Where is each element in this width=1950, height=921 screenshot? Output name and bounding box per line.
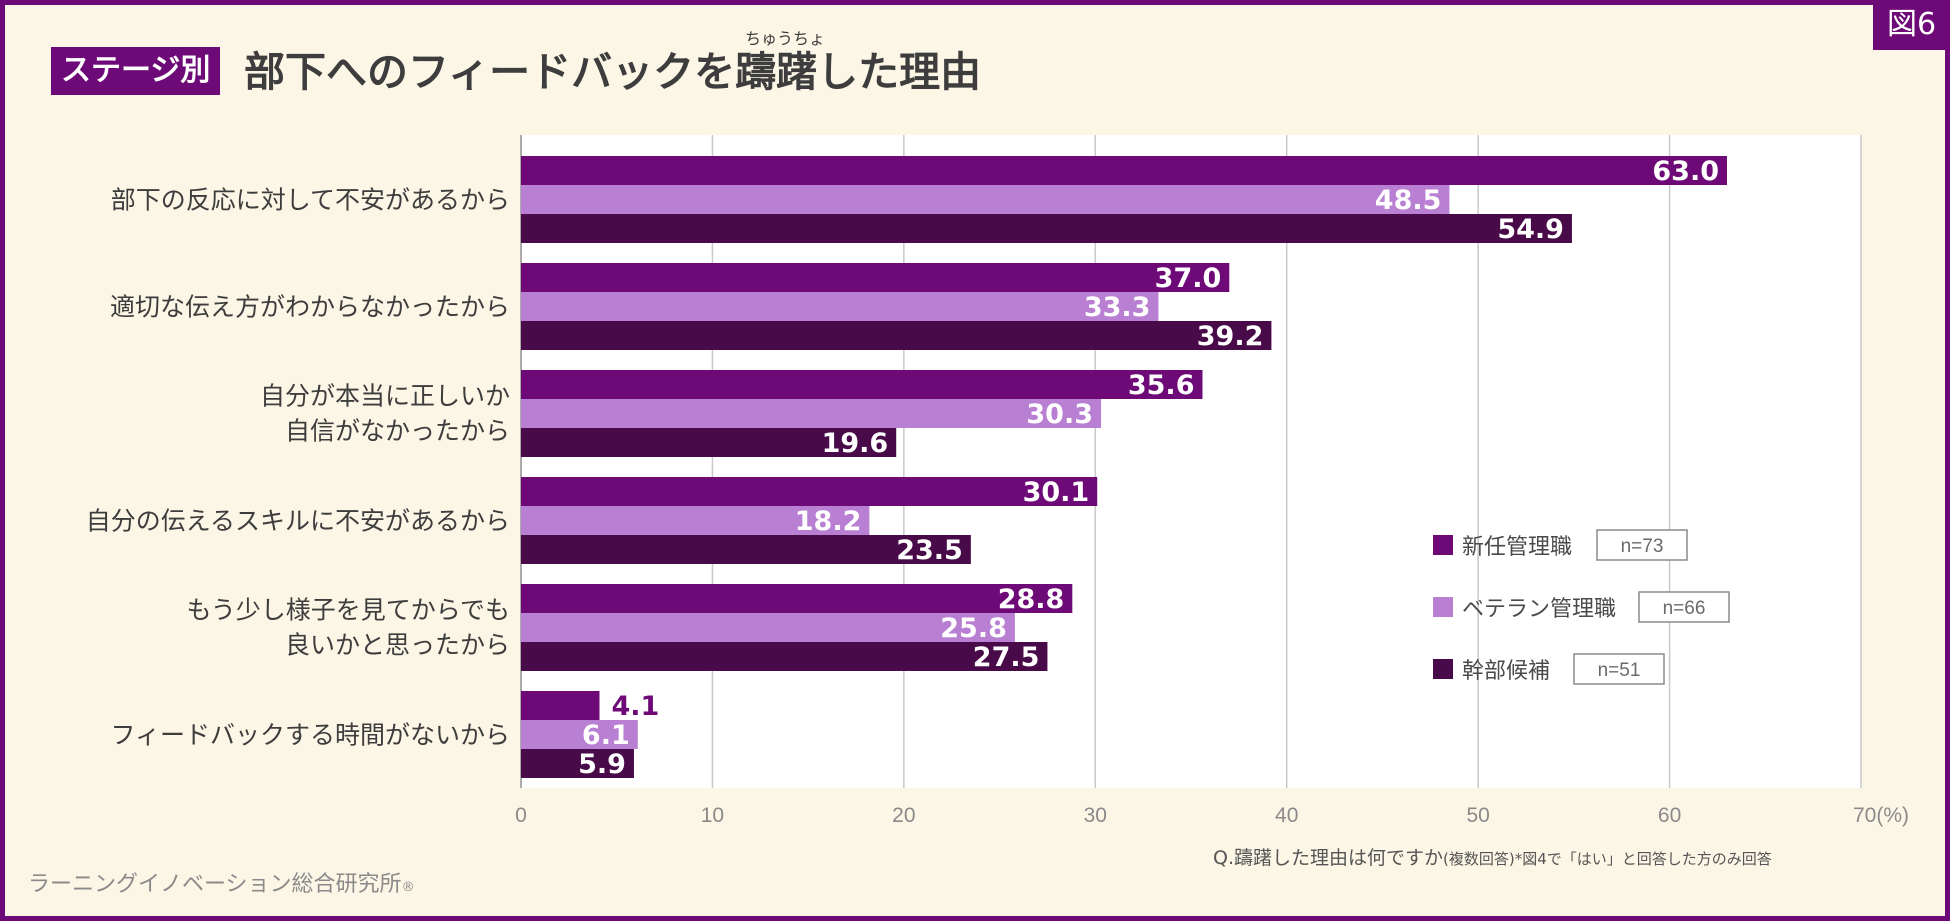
data-label: 30.1 [1023, 477, 1090, 508]
x-tick-label: 20 [892, 804, 915, 827]
bar-3 [521, 214, 1572, 243]
legend-swatch [1433, 535, 1453, 555]
data-label: 19.6 [822, 428, 889, 459]
bar-2 [521, 399, 1102, 428]
legend-n-box [1573, 653, 1665, 685]
data-label: 25.8 [940, 613, 1007, 644]
bar-2 [521, 613, 1015, 642]
bar-2 [521, 720, 638, 749]
x-tick-label: 60 [1658, 804, 1681, 827]
stage-badge: ステージ別 [51, 47, 221, 95]
data-label: 35.6 [1128, 370, 1195, 401]
bar-3 [521, 749, 634, 778]
data-label: 23.5 [896, 535, 963, 566]
bar-3 [521, 428, 897, 457]
bar-3 [521, 321, 1272, 350]
data-label: 28.8 [998, 584, 1065, 615]
bar-1 [521, 584, 1073, 613]
figure-number: 図6 [1873, 0, 1950, 50]
data-label: 39.2 [1197, 321, 1264, 352]
bar-1 [521, 477, 1098, 506]
data-label: 48.5 [1375, 185, 1442, 216]
bar-1 [521, 691, 600, 720]
data-label: 5.9 [578, 749, 626, 780]
legend-swatch [1433, 597, 1453, 617]
category-label: 適切な伝え方がわからなかったから [110, 293, 510, 322]
organization-name: ラーニングイノベーション総合研究所 [28, 872, 402, 897]
data-label: 54.9 [1497, 214, 1564, 245]
x-tick-label: 40 [1275, 804, 1298, 827]
bar-2 [521, 185, 1450, 214]
x-tick-label: 70(%) [1853, 804, 1909, 827]
question-note: Q.躊躇した理由は何ですか(複数回答)*図4で「はい」と回答した方のみ回答 [1213, 843, 1772, 870]
category-label: 自分の伝えるスキルに不安があるから [86, 507, 510, 536]
data-label: 4.1 [611, 691, 659, 722]
category-label: フィードバックする時間がないから [110, 721, 510, 750]
question-text: Q.躊躇した理由は何ですか [1213, 847, 1443, 869]
bar-1 [521, 370, 1203, 399]
organization-credit: ラーニングイノベーション総合研究所® [28, 866, 415, 898]
legend-label: 幹部候補 [1462, 659, 1550, 684]
category-label: 自信がなかったから [285, 417, 510, 446]
question-subnote: (複数回答)*図4で「はい」と回答した方のみ回答 [1443, 850, 1772, 868]
registered-mark: ® [401, 880, 415, 895]
title-ruby: ちゅうちょ [745, 29, 826, 48]
data-label: 27.5 [973, 642, 1040, 673]
data-label: 30.3 [1026, 399, 1093, 430]
bar-3 [521, 642, 1048, 671]
legend-n-label: n=51 [1598, 660, 1641, 681]
data-label: 6.1 [582, 720, 630, 751]
bar-1 [521, 156, 1727, 185]
legend-label: ベテラン管理職 [1462, 597, 1616, 622]
x-tick-label: 30 [1084, 804, 1107, 827]
data-label: 33.3 [1084, 292, 1151, 323]
category-label: 良いかと思ったから [285, 631, 510, 660]
legend-n-box [1638, 591, 1730, 623]
legend-n-label: n=66 [1663, 598, 1706, 619]
x-tick-label: 50 [1466, 804, 1489, 827]
legend-label: 新任管理職 [1462, 535, 1572, 560]
x-tick-label: 10 [701, 804, 724, 827]
bar-2 [521, 292, 1159, 321]
chart-title: 部下へのフィードバックを躊躇した理由 [244, 48, 982, 96]
legend-n-label: n=73 [1621, 536, 1664, 557]
data-label: 37.0 [1155, 263, 1222, 294]
category-label: 自分が本当に正しいか [260, 382, 510, 411]
category-label: もう少し様子を見てからでも [186, 596, 510, 625]
legend-swatch [1433, 659, 1453, 679]
bar-1 [521, 263, 1230, 292]
category-label: 部下の反応に対して不安があるから [111, 186, 510, 215]
data-label: 63.0 [1652, 156, 1719, 187]
x-tick-label: 0 [515, 804, 527, 827]
data-label: 18.2 [795, 506, 862, 537]
bar-3 [521, 535, 971, 564]
bar-2 [521, 506, 870, 535]
legend-n-box [1596, 529, 1688, 561]
